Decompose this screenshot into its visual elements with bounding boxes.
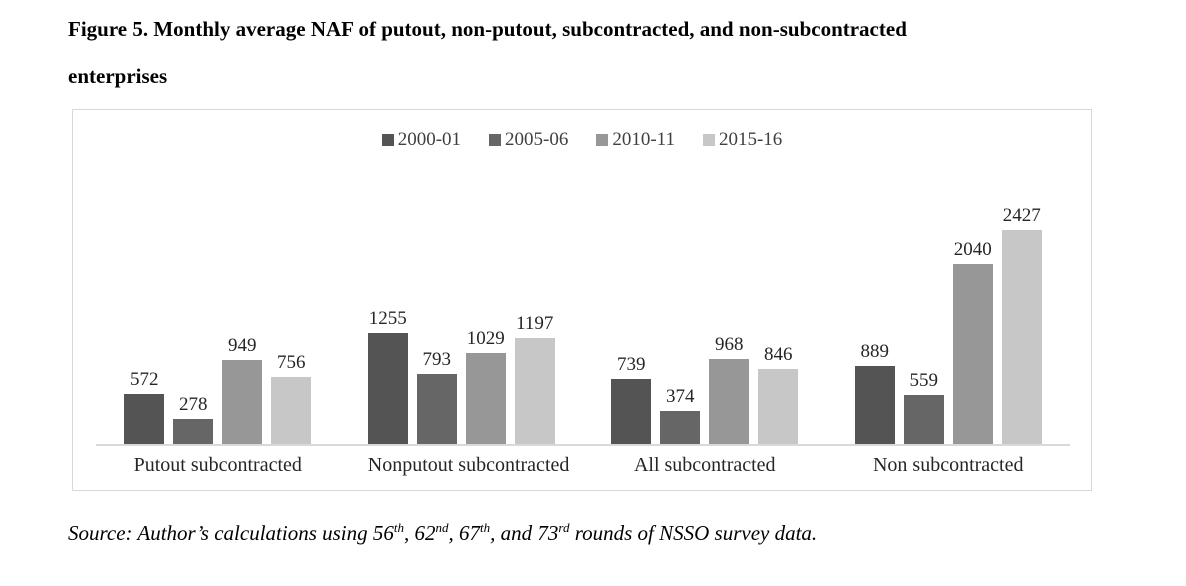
value-label: 559 [909,370,939,391]
source-note-superscript: th [480,520,491,535]
bar-wrap: 739 [611,354,652,444]
value-label: 889 [860,341,890,362]
chart-panel: 2000-01 2005-06 2010-11 2015-16 572 278 949 75… [72,109,1092,491]
category-label: Putout subcontracted [133,454,302,476]
bar [758,369,799,444]
value-label: 1255 [368,308,407,329]
source-note-superscript: nd [435,520,449,535]
value-label: 793 [422,349,452,370]
value-label: 572 [130,369,159,390]
value-label: 374 [666,386,695,407]
value-label: 846 [764,344,793,365]
category-label: All subcontracted [633,454,776,476]
category-label: Nonputout subcontracted [367,454,570,476]
value-label: 968 [715,334,744,355]
legend-label: 2010-11 [612,129,675,150]
bar-wrap: 2040 [952,239,993,444]
bar [611,379,652,444]
bar-wrap: 889 [854,341,895,444]
bar-group: 739 374 968 846 [611,334,799,444]
source-note-text: , and 73 [490,521,559,545]
bar [660,411,701,444]
legend-item: 2010-11 [596,129,675,151]
figure-title-line2: enterprises [68,64,168,88]
bar [952,264,993,444]
bar-wrap: 1197 [514,313,555,444]
source-note-text: Source: Author’s calculations using 56 [68,521,394,545]
source-note-superscript: rd [558,520,570,535]
bar [465,353,506,444]
bar [367,333,408,444]
bar-wrap: 1255 [367,308,408,444]
value-label: 949 [228,335,257,356]
category-label: Non subcontracted [872,454,1024,476]
legend-swatch-icon [381,134,394,146]
bar-wrap: 793 [416,349,457,444]
value-label: 756 [277,352,306,373]
legend-label: 2005-06 [505,129,569,150]
legend-item: 2015-16 [702,129,783,151]
bar [1001,230,1042,444]
bar-wrap: 949 [222,335,263,444]
bar-wrap: 278 [173,394,214,444]
legend-swatch-icon [702,134,715,146]
category-axis: Putout subcontracted Nonputout subcontrac… [96,454,1070,477]
legend-item: 2005-06 [489,129,568,151]
bar-wrap: 968 [709,334,750,444]
value-label: 278 [179,394,208,415]
bar-wrap: 572 [124,369,165,444]
bar-group: 889 559 2040 2427 [854,205,1042,444]
source-note-text: , 62 [404,521,436,545]
value-label: 2040 [953,239,992,260]
legend-label: 2000-01 [397,129,462,150]
bar-group: 1255 793 1029 1197 [367,308,555,444]
figure-title-line1: Figure 5. Monthly average NAF of putout,… [68,17,907,41]
bar-wrap: 756 [271,352,312,444]
value-label: 1197 [516,313,554,334]
legend-item: 2000-01 [381,129,462,151]
bar [709,359,750,444]
bar [173,419,214,444]
bar [222,360,263,444]
chart-legend: 2000-01 2005-06 2010-11 2015-16 [73,129,1091,151]
value-label: 739 [617,354,646,375]
value-label: 2427 [1002,205,1041,226]
bar-wrap: 374 [660,386,701,444]
bar [903,395,944,444]
bar-wrap: 1029 [465,328,506,444]
plot-area: 572 278 949 756 1255 793 1029 1197 739 374 968 846 8… [96,110,1070,446]
bar [416,374,457,444]
bar [271,377,312,444]
bar-wrap: 846 [758,344,799,444]
legend-swatch-icon [489,134,502,146]
bar [124,394,165,444]
source-note: Source: Author’s calculations using 56th… [68,521,817,546]
legend-swatch-icon [596,134,609,146]
legend-label: 2015-16 [718,129,783,150]
source-note-superscript: th [393,520,405,535]
value-label: 1029 [466,328,505,349]
bar [514,338,555,444]
bar-group: 572 278 949 756 [124,335,312,444]
bar [854,366,895,444]
bar-wrap: 2427 [1001,205,1042,444]
source-note-text: , 67 [448,521,481,545]
source-note-text: rounds of NSSO survey data. [569,521,818,545]
figure-title: Figure 5. Monthly average NAF of putout,… [68,6,1128,100]
bar-wrap: 559 [903,370,944,444]
